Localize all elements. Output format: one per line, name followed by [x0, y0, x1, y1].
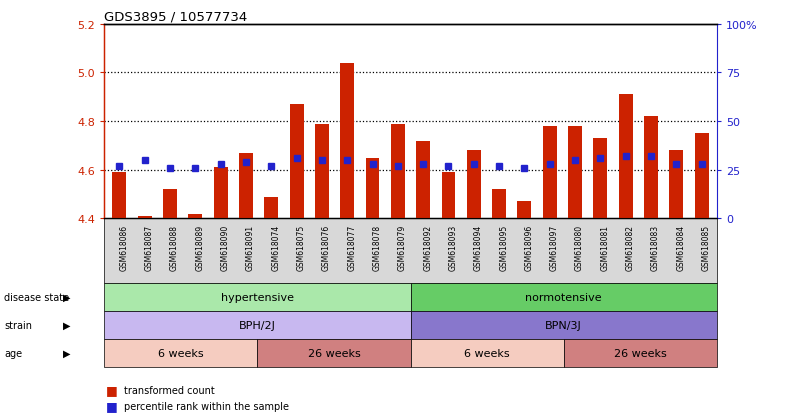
Text: GSM618074: GSM618074 — [272, 224, 280, 270]
Bar — [391, 124, 405, 219]
Text: GSM618089: GSM618089 — [195, 224, 204, 270]
Text: ▶: ▶ — [62, 320, 70, 330]
Text: BPN/3J: BPN/3J — [545, 320, 582, 330]
Bar — [568, 127, 582, 219]
Text: GSM618081: GSM618081 — [601, 224, 610, 270]
Text: GSM618095: GSM618095 — [499, 224, 508, 270]
Bar — [365, 158, 380, 219]
Text: GSM618091: GSM618091 — [246, 224, 255, 270]
Text: ■: ■ — [106, 399, 118, 412]
Bar — [214, 168, 227, 219]
Text: GDS3895 / 10577734: GDS3895 / 10577734 — [104, 10, 248, 23]
Text: GSM618078: GSM618078 — [372, 224, 381, 270]
Bar — [112, 173, 127, 219]
Text: GSM618096: GSM618096 — [525, 224, 533, 270]
Text: disease state: disease state — [4, 292, 69, 302]
Text: GSM618084: GSM618084 — [676, 224, 686, 270]
Text: GSM618092: GSM618092 — [423, 224, 433, 270]
Text: 6 weeks: 6 weeks — [465, 348, 510, 358]
Text: age: age — [4, 348, 22, 358]
Text: ▶: ▶ — [62, 292, 70, 302]
Text: GSM618080: GSM618080 — [575, 224, 584, 270]
Text: GSM618076: GSM618076 — [322, 224, 331, 270]
Text: hypertensive: hypertensive — [221, 292, 294, 302]
Text: GSM618077: GSM618077 — [347, 224, 356, 270]
Bar — [188, 214, 202, 219]
Bar — [517, 202, 531, 219]
Bar — [441, 173, 456, 219]
Bar — [163, 190, 177, 219]
Text: GSM618082: GSM618082 — [626, 224, 634, 270]
Bar — [138, 216, 151, 219]
Bar — [543, 127, 557, 219]
Text: GSM618087: GSM618087 — [145, 224, 154, 270]
Bar — [239, 153, 253, 219]
Bar — [290, 105, 304, 219]
Text: GSM618085: GSM618085 — [702, 224, 710, 270]
Text: 6 weeks: 6 weeks — [158, 348, 203, 358]
Text: GSM618090: GSM618090 — [220, 224, 230, 270]
Text: GSM618088: GSM618088 — [170, 224, 179, 270]
Text: GSM618075: GSM618075 — [296, 224, 305, 270]
Text: GSM618097: GSM618097 — [549, 224, 559, 270]
Text: 26 weeks: 26 weeks — [614, 348, 666, 358]
Text: GSM618094: GSM618094 — [474, 224, 483, 270]
Bar — [644, 117, 658, 219]
Bar — [670, 151, 683, 219]
Text: GSM618079: GSM618079 — [398, 224, 407, 270]
Bar — [315, 124, 329, 219]
Text: GSM618083: GSM618083 — [651, 224, 660, 270]
Bar — [594, 139, 607, 219]
Bar — [467, 151, 481, 219]
Text: 26 weeks: 26 weeks — [308, 348, 360, 358]
Bar — [694, 134, 709, 219]
Bar — [619, 95, 633, 219]
Text: ▶: ▶ — [62, 348, 70, 358]
Bar — [340, 64, 354, 219]
Text: GSM618086: GSM618086 — [119, 224, 128, 270]
Text: normotensive: normotensive — [525, 292, 602, 302]
Text: transformed count: transformed count — [124, 385, 215, 395]
Text: ■: ■ — [106, 383, 118, 396]
Bar — [492, 190, 506, 219]
Text: BPH/2J: BPH/2J — [239, 320, 276, 330]
Bar — [417, 141, 430, 219]
Text: strain: strain — [4, 320, 32, 330]
Text: GSM618093: GSM618093 — [449, 224, 457, 270]
Text: percentile rank within the sample: percentile rank within the sample — [124, 401, 289, 411]
Bar — [264, 197, 278, 219]
